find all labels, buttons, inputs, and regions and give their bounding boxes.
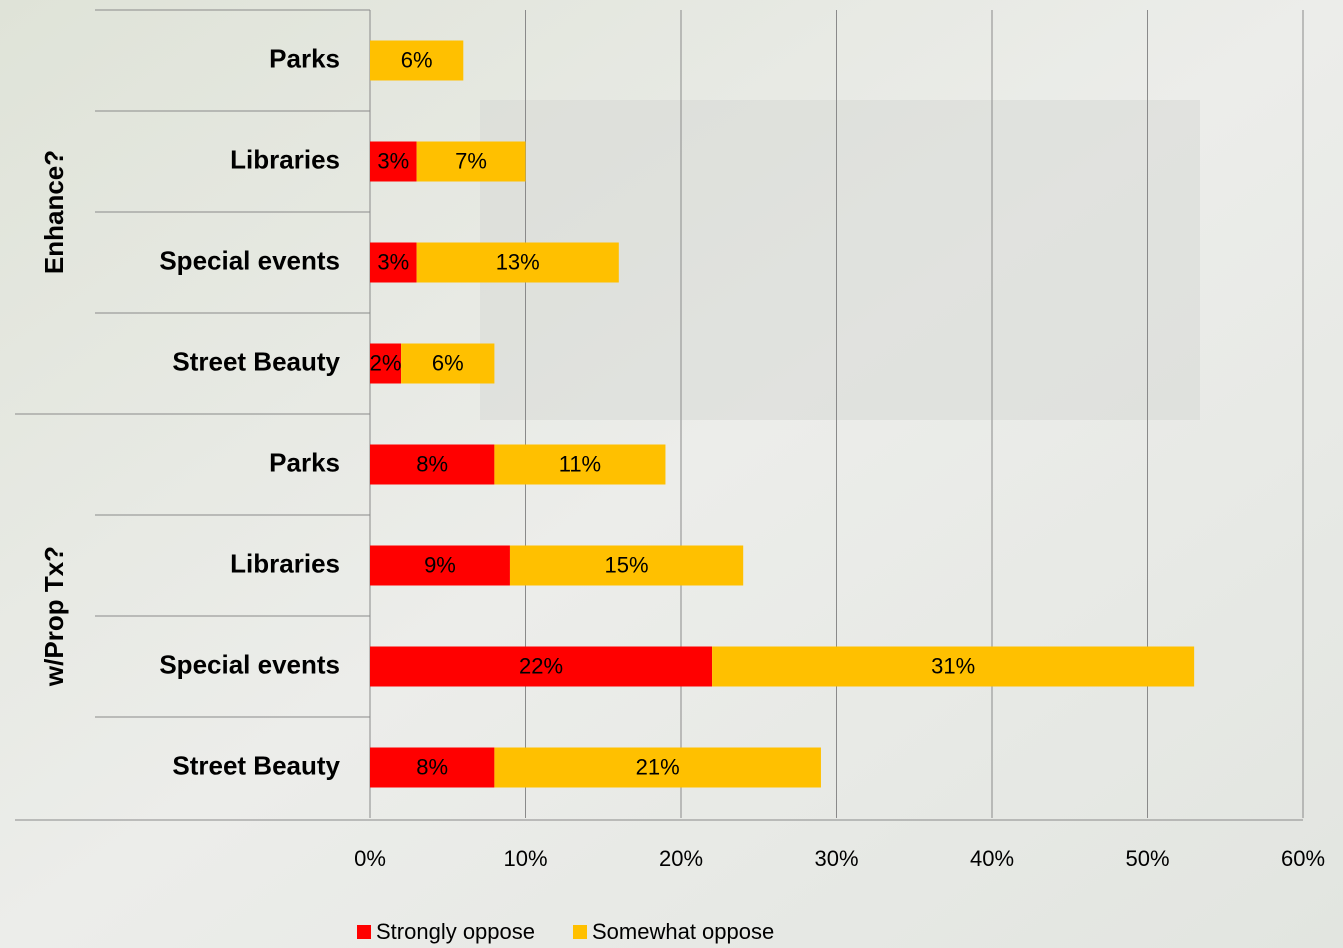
category-label: Special events [159, 649, 340, 679]
data-label: 8% [416, 451, 448, 476]
data-label: 15% [605, 552, 649, 577]
legend-label: Somewhat oppose [592, 919, 774, 944]
data-label: 2% [370, 350, 402, 375]
data-label: 3% [377, 249, 409, 274]
group-label: w/Prop Tx? [39, 546, 69, 687]
group-label: Enhance? [39, 150, 69, 274]
data-label: 31% [931, 653, 975, 678]
category-label: Special events [159, 245, 340, 275]
x-tick-label: 60% [1281, 846, 1325, 871]
category-label: Street Beauty [172, 750, 340, 780]
x-tick-label: 0% [354, 846, 386, 871]
x-tick-label: 20% [659, 846, 703, 871]
category-label: Parks [269, 447, 340, 477]
x-tick-label: 30% [814, 846, 858, 871]
data-label: 6% [432, 350, 464, 375]
legend-swatch [573, 925, 587, 939]
data-label: 8% [416, 754, 448, 779]
data-label: 3% [377, 148, 409, 173]
legend-swatch [357, 925, 371, 939]
data-label: 22% [519, 653, 563, 678]
data-label: 6% [401, 47, 433, 72]
data-label: 21% [636, 754, 680, 779]
chart: 0% 10% 20% 30% 40% 50% 60% Enhance? Parks Librari… [0, 0, 1343, 948]
category-label: Parks [269, 43, 340, 73]
category-label: Libraries [230, 548, 340, 578]
category-label: Libraries [230, 144, 340, 174]
data-label: 11% [559, 451, 601, 476]
category-label: Street Beauty [172, 346, 340, 376]
x-tick-label: 40% [970, 846, 1014, 871]
data-label: 7% [455, 148, 487, 173]
x-tick-label: 10% [503, 846, 547, 871]
legend-label: Strongly oppose [376, 919, 535, 944]
data-label: 9% [424, 552, 456, 577]
x-tick-label: 50% [1125, 846, 1169, 871]
data-label: 13% [496, 249, 540, 274]
